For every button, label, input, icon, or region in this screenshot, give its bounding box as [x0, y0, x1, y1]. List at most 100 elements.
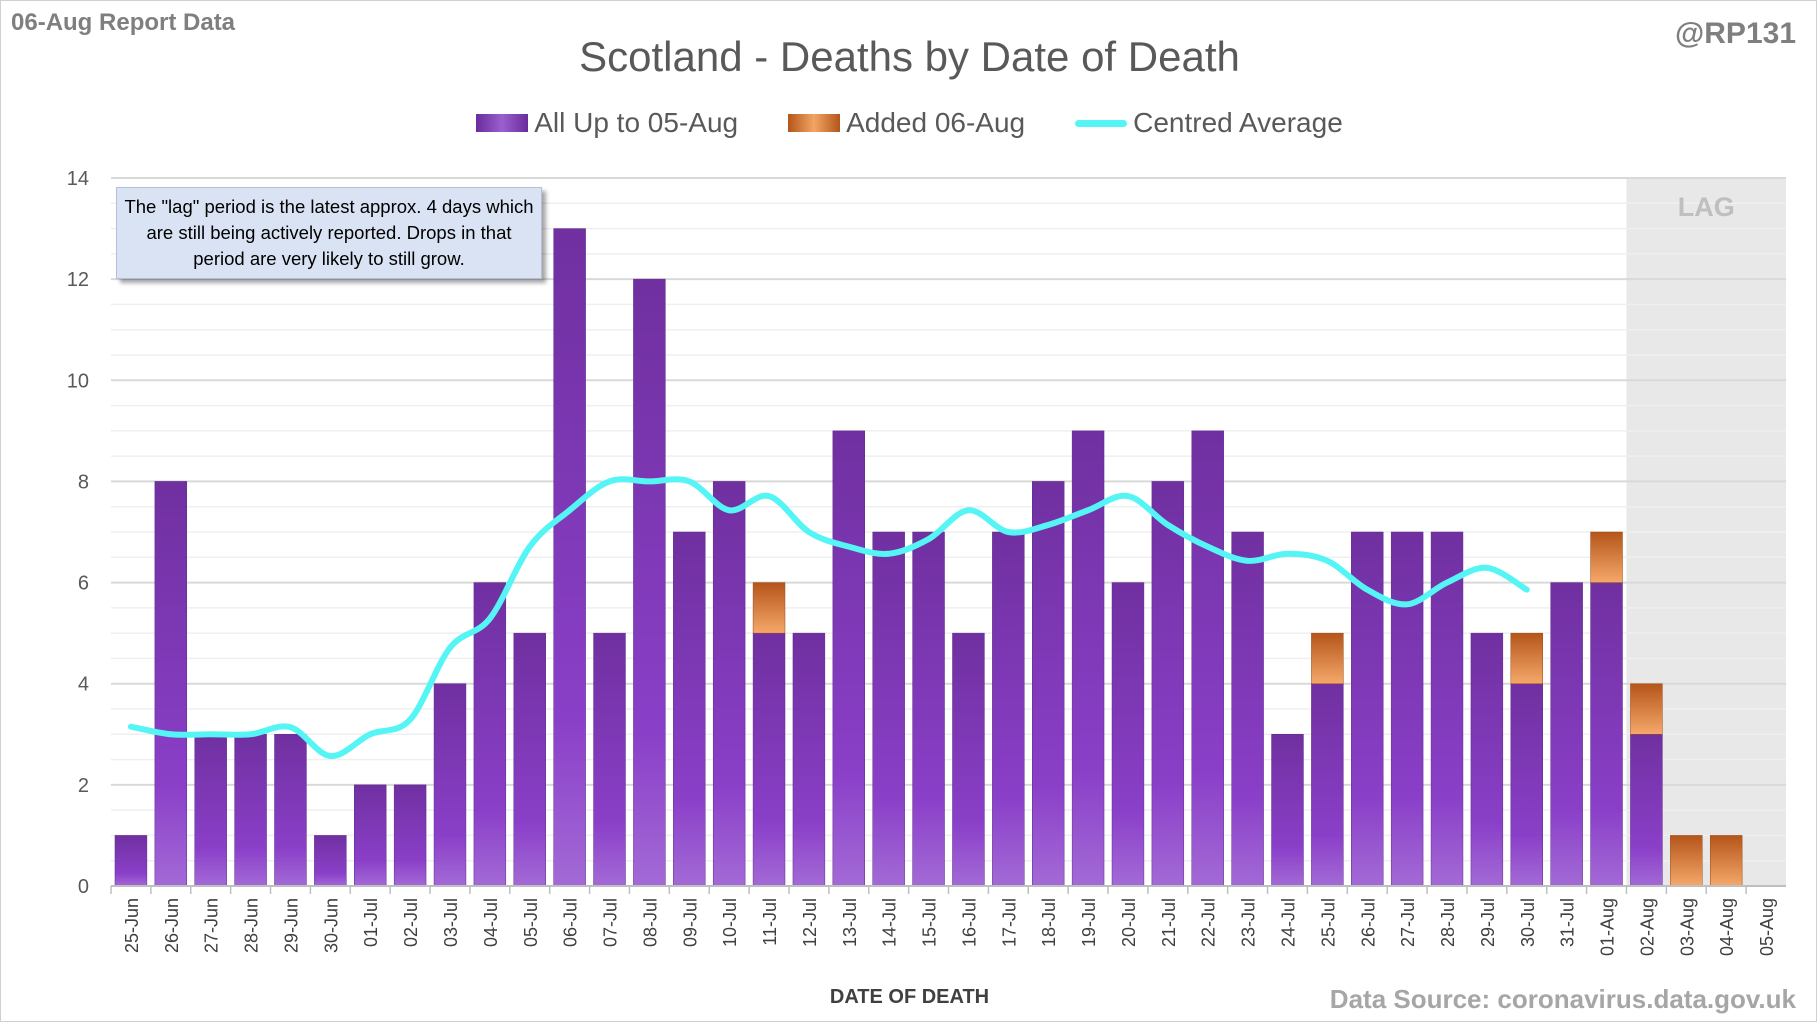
bar-all: [752, 632, 786, 887]
x-tick-label: 19-Jul: [1079, 898, 1099, 947]
x-tick-label: 05-Jul: [521, 898, 541, 947]
bar-all: [433, 683, 467, 887]
x-tick-label: 10-Jul: [720, 898, 740, 947]
bar-all: [1191, 430, 1224, 887]
centred-average-line: [127, 476, 1530, 760]
x-tick-label: 31-Jul: [1558, 898, 1578, 947]
y-tick-label: 4: [78, 674, 89, 696]
bar-all: [1550, 582, 1583, 887]
legend-swatch-added: [788, 114, 841, 132]
bar-all: [952, 632, 985, 887]
x-tick-label: 01-Aug: [1598, 898, 1618, 956]
lag-annotation: The "lag" period is the latest approx. 4…: [116, 187, 542, 279]
y-tick-label: 6: [78, 573, 89, 595]
legend-item-average: Centred Average: [1075, 107, 1343, 139]
bar-all: [354, 784, 387, 887]
bar-all: [553, 228, 586, 887]
bar-all: [1510, 683, 1543, 887]
bar-all: [1071, 430, 1105, 887]
bar-all: [234, 734, 267, 887]
bar-all: [314, 835, 347, 887]
chart-title: Scotland - Deaths by Date of Death: [579, 33, 1240, 80]
x-tick-label: 13-Jul: [840, 898, 860, 947]
legend-swatch-all: [476, 114, 529, 132]
x-tick-label: 01-Jul: [361, 898, 381, 947]
legend-label-average: Centred Average: [1133, 107, 1343, 138]
x-tick-label: 26-Jun: [162, 898, 182, 953]
x-tick-label: 06-Jul: [561, 898, 581, 947]
x-axis-title: DATE OF DEATH: [829, 986, 990, 1008]
bar-all: [1390, 531, 1424, 887]
bar-all: [1271, 734, 1304, 887]
bar-all: [1111, 582, 1145, 887]
x-tick-label: 26-Jul: [1358, 898, 1378, 947]
x-tick-label: 09-Jul: [680, 898, 700, 947]
bar-all: [912, 531, 945, 887]
bar-all: [1231, 531, 1264, 887]
bar-added: [1630, 683, 1663, 735]
bar-all: [872, 531, 905, 887]
bar-added: [1709, 835, 1743, 887]
x-tick-label: 03-Aug: [1677, 898, 1697, 956]
y-tick-label: 2: [78, 775, 89, 797]
x-tick-label: 08-Jul: [640, 898, 660, 947]
x-tick-label: 29-Jun: [281, 898, 301, 953]
bar-added: [1590, 531, 1623, 583]
x-tick-label: 28-Jun: [242, 898, 262, 953]
bar-added: [752, 582, 786, 634]
legend: All Up to 05-Aug Added 06-Aug Centred Av…: [1, 107, 1817, 139]
x-tick-label: 29-Jul: [1478, 898, 1498, 947]
x-tick-label: 27-Jun: [202, 898, 222, 953]
bar-all: [673, 531, 706, 887]
x-tick-label: 23-Jul: [1239, 898, 1259, 947]
x-tick-label: 25-Jul: [1318, 898, 1338, 947]
x-tick-label: 15-Jul: [920, 898, 940, 947]
x-tick-label: 17-Jul: [999, 898, 1019, 947]
bar-all: [194, 734, 227, 887]
x-tick-label: 07-Jul: [601, 898, 621, 947]
legend-item-added: Added 06-Aug: [788, 107, 1025, 139]
x-tick-label: 27-Jul: [1398, 898, 1418, 947]
x-tick-label: 22-Jul: [1199, 898, 1219, 947]
x-tick-label: 14-Jul: [880, 898, 900, 947]
legend-label-all: All Up to 05-Aug: [534, 107, 739, 138]
report-date-label: 06-Aug Report Data: [11, 9, 236, 36]
bar-all: [114, 835, 148, 887]
y-tick-label: 0: [78, 876, 89, 898]
bar-added: [1311, 632, 1344, 684]
x-tick-label: 20-Jul: [1119, 898, 1139, 947]
bar-all: [792, 632, 826, 887]
x-tick-label: 30-Jul: [1518, 898, 1538, 947]
bar-all: [393, 784, 427, 887]
bar-all: [1470, 632, 1504, 887]
bar-all: [593, 632, 626, 887]
legend-swatch-average: [1075, 119, 1128, 127]
y-tick-label: 14: [67, 168, 89, 190]
author-handle: @RP131: [1675, 17, 1796, 50]
x-tick-label: 18-Jul: [1039, 898, 1059, 947]
bar-added: [1510, 632, 1543, 684]
lag-label: LAG: [1678, 192, 1735, 222]
bar-added: [1670, 835, 1703, 887]
bar-all: [1630, 734, 1663, 887]
x-tick-label: 12-Jul: [800, 898, 820, 947]
bar-all: [712, 481, 746, 887]
bar-all: [832, 430, 865, 887]
bar-all: [633, 278, 666, 887]
x-tick-label: 04-Jul: [481, 898, 501, 947]
x-tick-label: 16-Jul: [959, 898, 979, 947]
x-tick-label: 11-Jul: [760, 898, 780, 946]
legend-label-added: Added 06-Aug: [846, 107, 1026, 138]
x-tick-label: 24-Jul: [1278, 898, 1298, 947]
bar-all: [1590, 582, 1623, 887]
bar-all: [513, 632, 546, 887]
x-tick-label: 02-Jul: [401, 898, 421, 947]
bar-all: [154, 481, 188, 887]
bar-all: [274, 734, 307, 887]
x-tick-label: 28-Jul: [1438, 898, 1458, 947]
x-tick-label: 25-Jun: [122, 898, 142, 953]
x-tick-label: 21-Jul: [1159, 898, 1179, 947]
data-source: Data Source: coronavirus.data.gov.uk: [1329, 984, 1796, 1014]
